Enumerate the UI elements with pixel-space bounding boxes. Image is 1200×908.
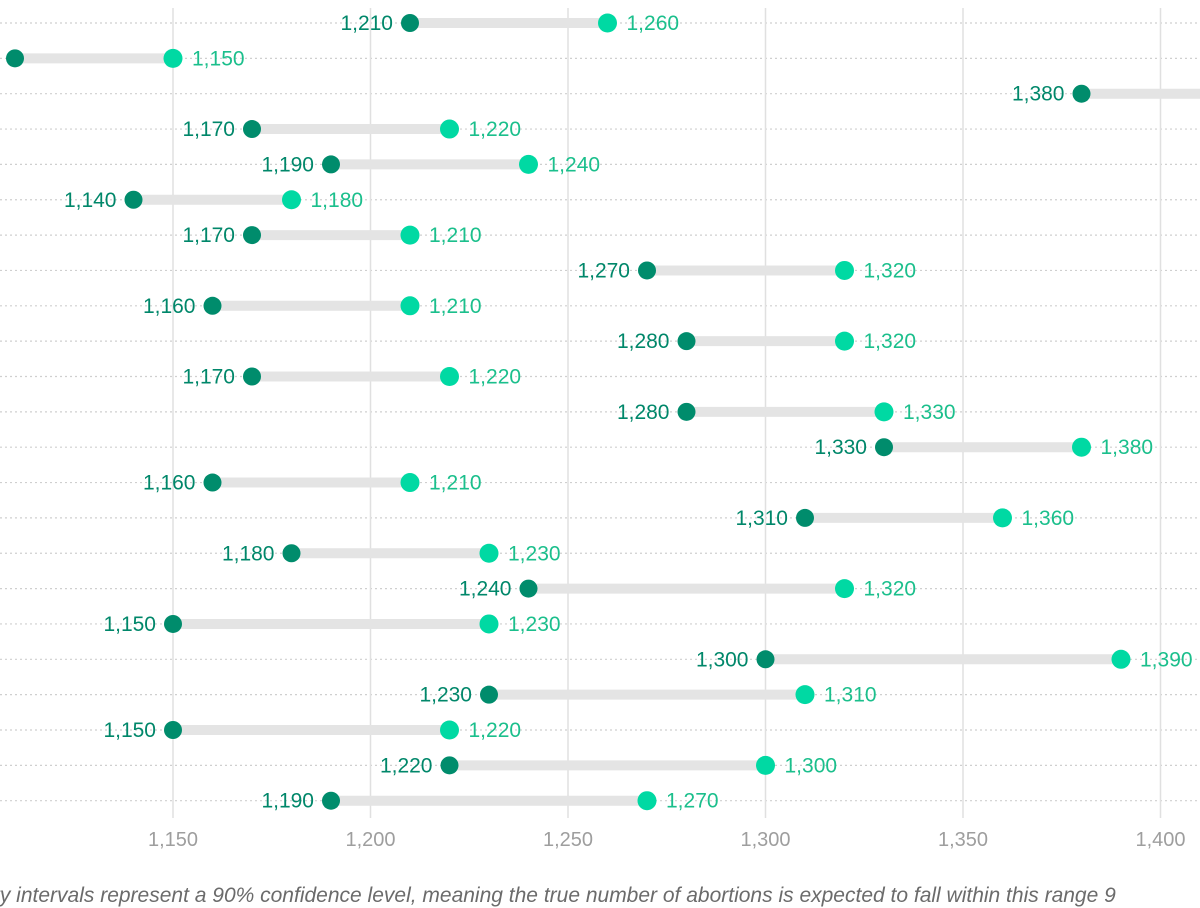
high-label: 1,310	[824, 684, 877, 707]
low-dot	[519, 579, 538, 598]
high-dot	[282, 190, 301, 210]
high-dot	[163, 48, 183, 68]
low-dot	[243, 226, 261, 245]
low-dot	[875, 438, 893, 457]
low-dot	[756, 650, 775, 669]
low-label: 1,210	[340, 12, 393, 35]
x-tick-label: 1,350	[938, 829, 988, 851]
high-label: 1,210	[429, 472, 482, 495]
low-dot	[243, 120, 261, 139]
high-dot	[400, 296, 420, 316]
low-dot	[677, 332, 696, 351]
high-label: 1,210	[429, 295, 482, 318]
high-dot	[519, 154, 538, 174]
low-dot	[480, 685, 498, 704]
high-dot	[479, 543, 499, 563]
high-label: 1,220	[469, 719, 522, 742]
high-dot	[440, 720, 459, 740]
x-tick-label: 1,300	[740, 829, 790, 851]
x-tick-label: 1,200	[345, 829, 395, 851]
high-label: 1,210	[429, 224, 482, 247]
low-label: 1,330	[814, 436, 867, 459]
high-dot	[440, 119, 459, 139]
low-dot	[401, 14, 419, 32]
high-dot	[835, 331, 854, 351]
high-label: 1,360	[1022, 507, 1075, 530]
low-label: 1,170	[182, 366, 235, 389]
low-label: 1,220	[380, 754, 433, 777]
x-tick-label: 1,250	[543, 829, 593, 851]
high-label: 1,220	[469, 366, 522, 389]
high-dot	[795, 685, 815, 705]
low-label: 1,190	[261, 153, 314, 176]
low-label: 1,180	[222, 542, 275, 565]
high-dot	[1111, 649, 1131, 669]
high-dot	[1072, 437, 1091, 457]
low-dot	[282, 544, 301, 563]
high-label: 1,330	[903, 401, 956, 424]
low-label: 1,160	[143, 472, 196, 495]
high-label: 1,300	[785, 754, 838, 777]
low-dot	[440, 756, 459, 775]
high-dot	[400, 225, 420, 245]
high-dot	[835, 260, 854, 280]
high-label: 1,150	[192, 47, 245, 70]
high-label: 1,260	[627, 12, 680, 35]
x-tick-label: 1,100	[0, 829, 1, 851]
high-label: 1,390	[1140, 648, 1193, 671]
low-dot	[6, 49, 24, 68]
low-label: 1,230	[419, 684, 472, 707]
low-label: 1,270	[577, 259, 630, 282]
low-label: 1,150	[103, 613, 156, 636]
low-label: 1,170	[182, 118, 235, 141]
low-label: 1,170	[182, 224, 235, 247]
high-label: 1,380	[1101, 436, 1154, 459]
low-dot	[243, 367, 261, 386]
high-dot	[993, 508, 1012, 528]
high-dot	[440, 367, 459, 386]
footnote: ty intervals represent a 90% confidence …	[0, 884, 1116, 907]
low-label: 1,160	[143, 295, 196, 318]
low-label: 1,280	[617, 401, 670, 424]
high-label: 1,320	[864, 578, 917, 601]
low-label: 1,310	[735, 507, 788, 530]
high-label: 1,320	[864, 330, 917, 353]
high-dot	[756, 755, 775, 775]
high-label: 1,220	[469, 118, 522, 141]
low-dot	[322, 791, 340, 810]
high-dot	[835, 579, 854, 599]
low-label: 1,300	[696, 648, 749, 671]
x-tick-label: 1,150	[148, 829, 198, 851]
high-label: 1,230	[508, 542, 561, 565]
high-label: 1,240	[548, 153, 601, 176]
low-dot	[203, 473, 222, 492]
low-label: 1,240	[459, 578, 512, 601]
high-label: 1,320	[864, 259, 917, 282]
high-label: 1,180	[311, 189, 364, 212]
low-label: 1,380	[1012, 83, 1065, 106]
low-dot	[796, 508, 814, 527]
low-label: 1,140	[64, 189, 117, 212]
low-dot	[203, 296, 222, 315]
low-dot	[164, 614, 182, 633]
x-tick-label: 1,400	[1135, 829, 1185, 851]
low-dot	[124, 190, 143, 209]
low-label: 1,190	[261, 790, 314, 813]
low-dot	[677, 402, 696, 421]
high-dot	[479, 614, 499, 634]
high-dot	[400, 473, 420, 493]
low-dot	[638, 261, 656, 280]
low-dot	[1072, 84, 1091, 103]
high-dot	[598, 13, 617, 33]
low-dot	[164, 721, 182, 739]
low-label: 1,280	[617, 330, 670, 353]
low-label: 1,150	[103, 719, 156, 742]
low-dot	[322, 155, 340, 174]
high-dot	[874, 402, 894, 422]
high-label: 1,230	[508, 613, 561, 636]
high-dot	[637, 791, 657, 811]
high-label: 1,270	[666, 790, 719, 813]
